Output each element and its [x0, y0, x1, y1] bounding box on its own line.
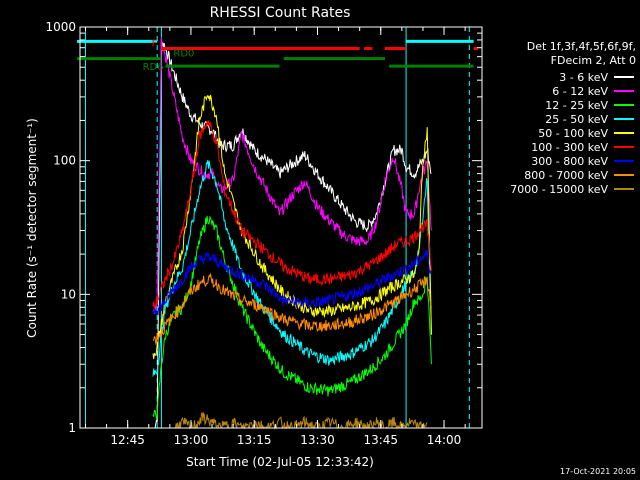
legend-item-swatch — [614, 118, 634, 120]
series-line — [152, 272, 432, 346]
legend-item-label: 100 - 300 keV — [531, 140, 608, 154]
y-tick-label: 10 — [61, 287, 76, 301]
x-tick-label: 14:00 — [427, 433, 462, 447]
legend-item-swatch — [614, 132, 634, 134]
flag-bar-label: RD6 — [143, 62, 164, 73]
legend-item-swatch — [614, 90, 634, 92]
x-axis-label: Start Time (02-Jul-05 12:33:42) — [186, 455, 374, 469]
y-axis-label: Count Rate (s⁻¹ detector segment⁻¹) — [25, 118, 39, 338]
plot-frame — [79, 26, 483, 429]
y-tick-label: 1 — [68, 421, 76, 435]
legend-header-line-2: FDecim 2, Att 0 — [550, 54, 636, 67]
legend-header-line-1: Det 1f,3f,4f,5f,6f,9f, — [526, 40, 636, 53]
plot-area: F RD0 RD6 — [77, 27, 478, 430]
series-line — [152, 215, 432, 421]
legend-item: 300 - 800 keV — [480, 154, 634, 168]
x-axis: 12:45 13:00 13:15 13:30 13:45 14:00 — [84, 27, 466, 447]
y-tick-label: 100 — [53, 154, 76, 168]
legend-item: 25 - 50 keV — [480, 112, 634, 126]
series-line — [152, 249, 432, 316]
legend-item: 7000 - 15000 keV — [480, 182, 634, 196]
legend-item: 50 - 100 keV — [480, 126, 634, 140]
legend-item-label: 50 - 100 keV — [538, 126, 608, 140]
legend-item-label: 12 - 25 keV — [545, 98, 608, 112]
y-tick-label: 1000 — [45, 20, 76, 34]
legend-item-swatch — [614, 174, 634, 176]
legend-item: 12 - 25 keV — [480, 98, 634, 112]
footer-date: 17-Oct-2021 20:05 — [560, 467, 636, 476]
x-tick-label: 13:15 — [237, 433, 272, 447]
series-line — [152, 94, 432, 359]
legend-item-label: 7000 - 15000 keV — [510, 182, 608, 196]
x-tick-label: 13:45 — [363, 433, 398, 447]
series-line — [153, 38, 432, 429]
series-line — [152, 37, 432, 314]
x-tick-label: 13:30 — [300, 433, 335, 447]
legend-item-swatch — [614, 146, 634, 148]
legend-item-label: 25 - 50 keV — [545, 112, 608, 126]
legend-item: 100 - 300 keV — [480, 140, 634, 154]
legend-item-swatch — [614, 104, 634, 106]
legend-item-label: 800 - 7000 keV — [524, 168, 608, 182]
series-line — [152, 160, 432, 377]
legend-item-label: 3 - 6 keV — [559, 70, 608, 84]
chart-title: RHESSI Count Rates — [210, 5, 351, 21]
series-line — [152, 119, 432, 309]
legend-item-swatch — [614, 160, 634, 162]
legend-item: 6 - 12 keV — [480, 84, 634, 98]
legend-item: 800 - 7000 keV — [480, 168, 634, 182]
y-axis: 1 10 100 1000 — [45, 20, 482, 435]
legend-item-label: 300 - 800 keV — [531, 154, 608, 168]
legend-item-swatch — [614, 76, 634, 78]
flag-bar-label: RD0 — [173, 49, 194, 60]
x-tick-label: 12:45 — [110, 433, 145, 447]
legend-item-swatch — [614, 188, 634, 190]
legend-header: Det 1f,3f,4f,5f,6f,9f, FDecim 2, Att 0 — [527, 40, 636, 68]
legend-item: 3 - 6 keV — [480, 70, 634, 84]
flag-bar-label: F — [152, 39, 158, 50]
x-tick-label: 13:00 — [174, 433, 209, 447]
legend-item-label: 6 - 12 keV — [552, 84, 608, 98]
